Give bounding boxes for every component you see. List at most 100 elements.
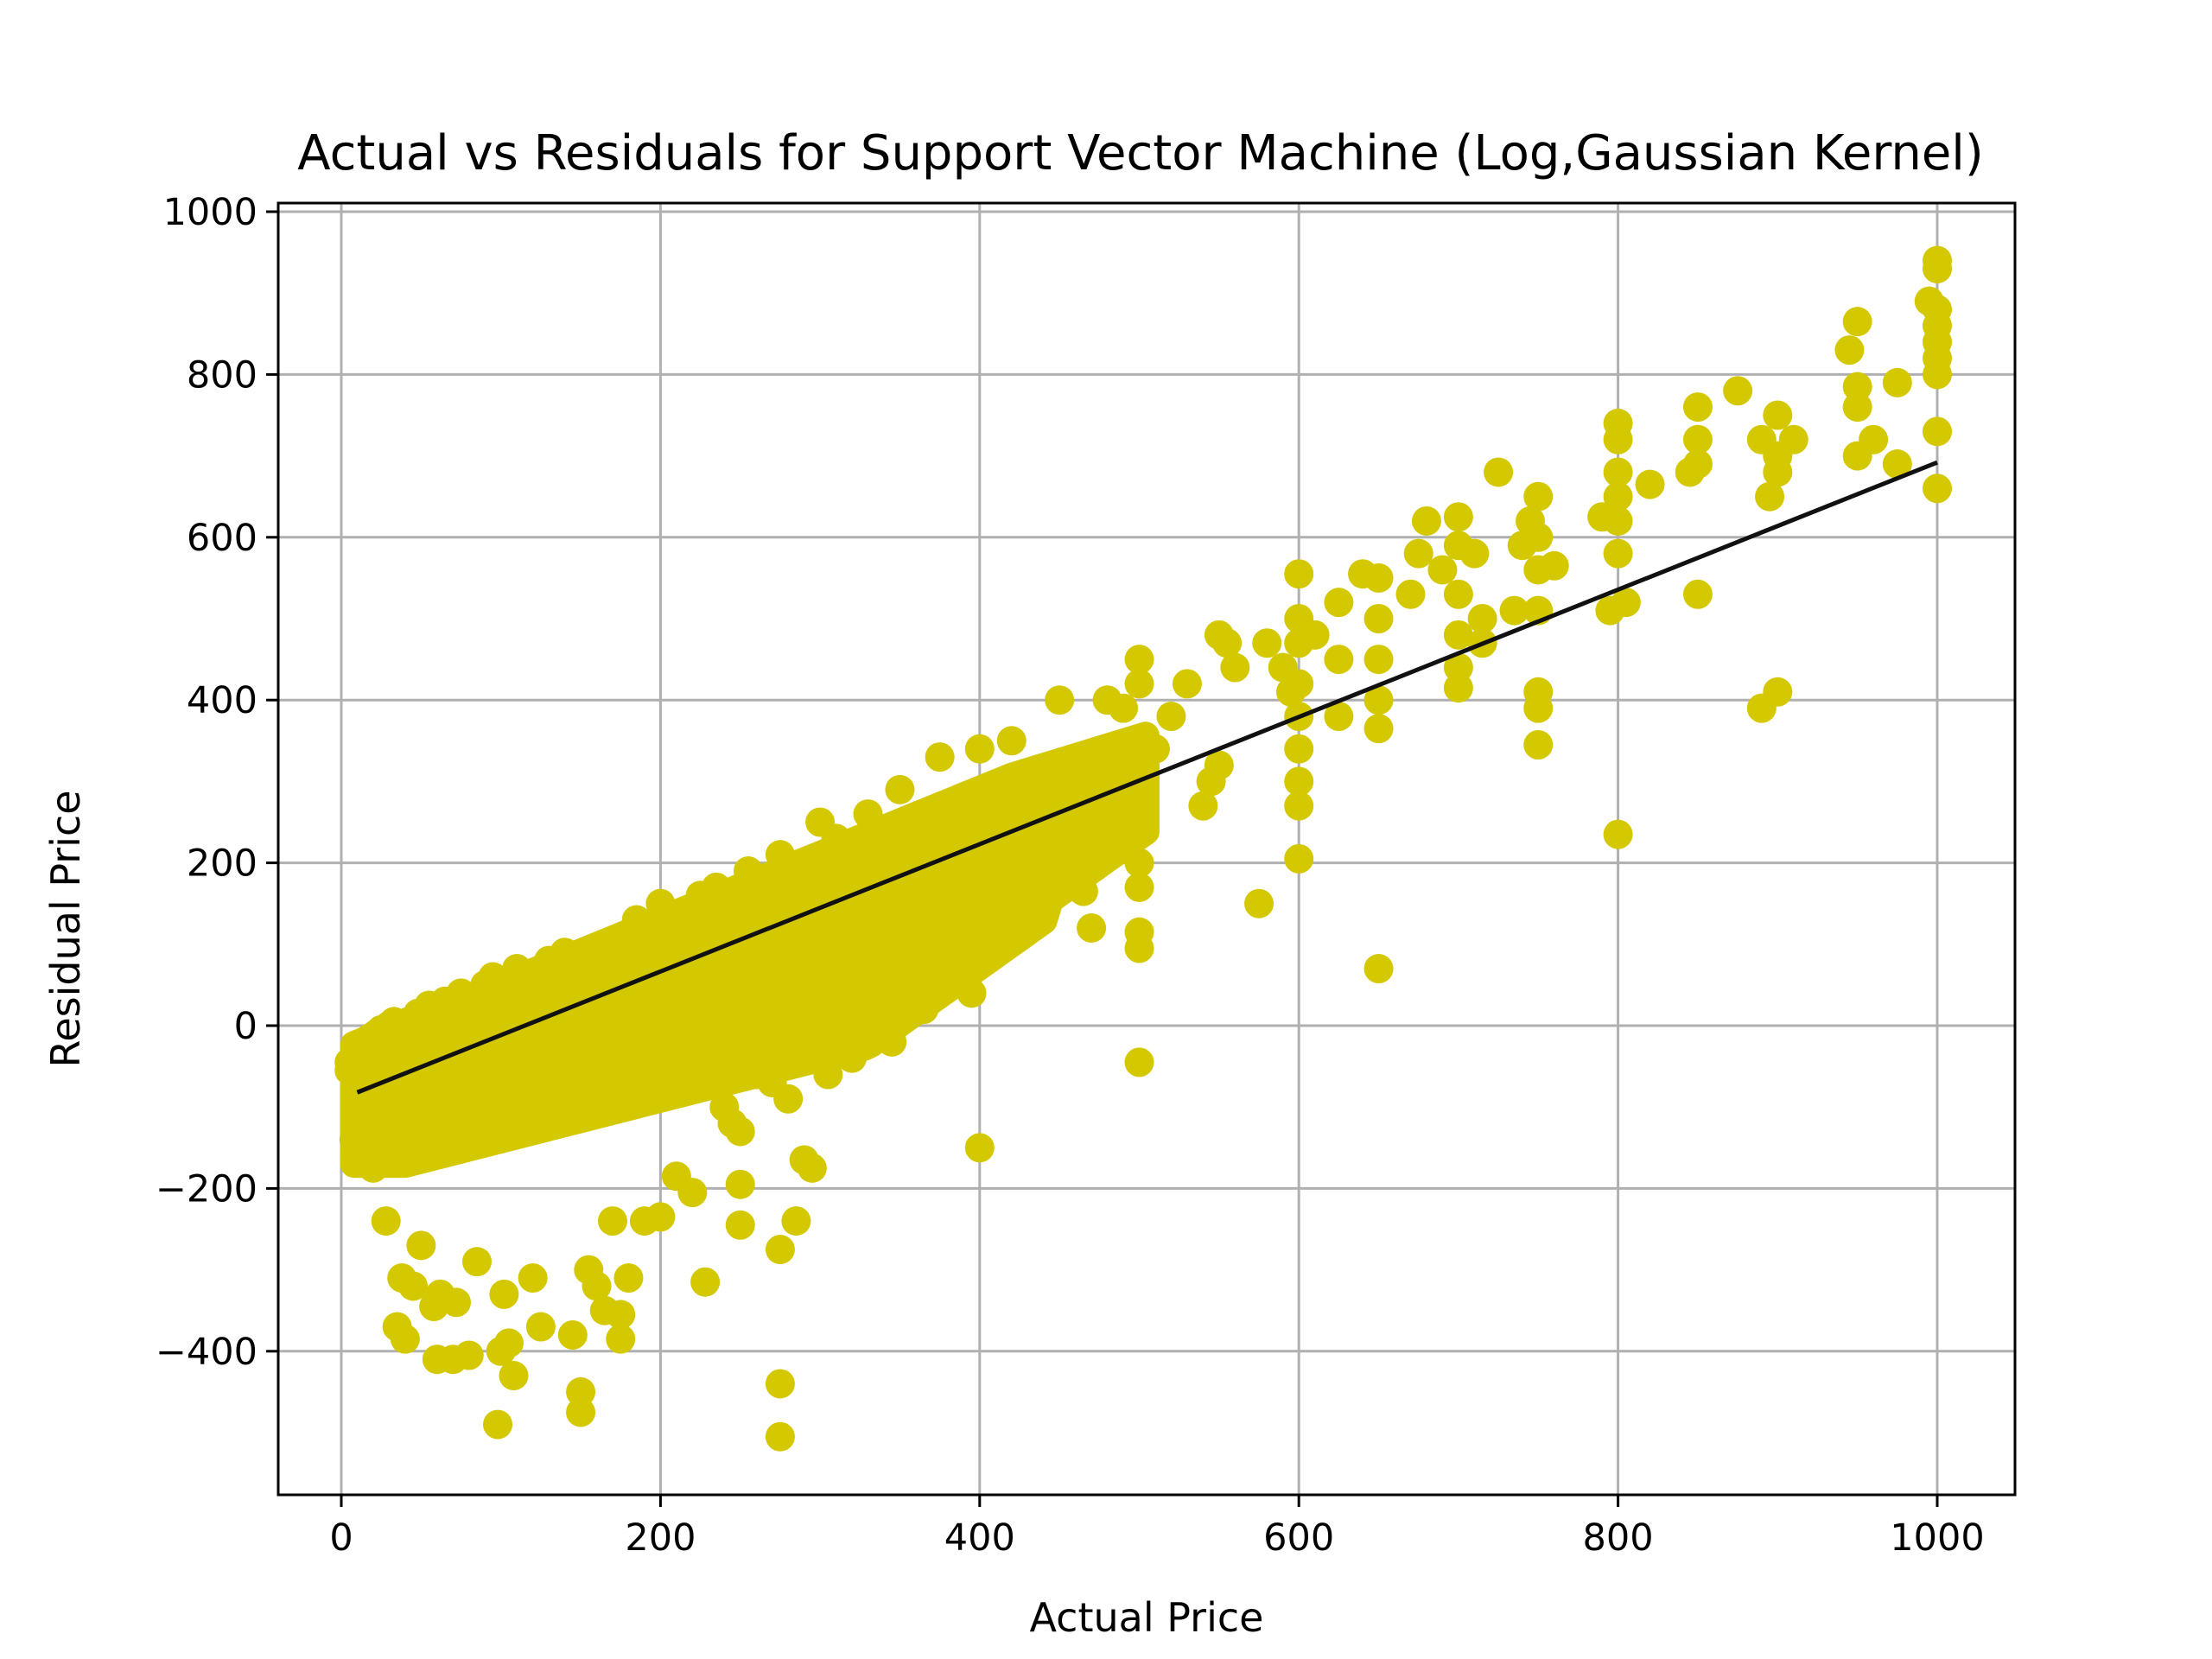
data-point [1859, 424, 1889, 454]
data-point [1124, 1047, 1154, 1077]
data-point [1212, 628, 1243, 658]
data-point [371, 1206, 401, 1236]
data-point [797, 1153, 827, 1183]
data-point [1923, 359, 1952, 390]
data-point [390, 1324, 420, 1354]
data-point [550, 938, 580, 968]
data-point [1882, 367, 1912, 397]
data-point [1523, 481, 1554, 512]
data-point [1124, 872, 1154, 902]
data-point [1284, 669, 1314, 699]
data-point [837, 1043, 868, 1073]
data-point [733, 856, 763, 887]
data-point [1045, 685, 1075, 715]
data-point [909, 995, 939, 1025]
data-point [964, 1133, 995, 1163]
data-point [1124, 669, 1154, 699]
data-point [1467, 604, 1497, 633]
data-point [949, 783, 979, 813]
data-point [1109, 693, 1139, 723]
data-point [1427, 555, 1458, 585]
data-point [621, 905, 652, 935]
data-point [398, 1271, 429, 1301]
data-point [518, 1263, 548, 1294]
data-point [1284, 559, 1314, 589]
scatter-points [334, 245, 1952, 1452]
x-axis-ticks: 0 200 400 600 800 1000 [329, 1495, 1985, 1560]
data-point [1395, 579, 1426, 609]
data-point [702, 872, 732, 902]
data-point [358, 1153, 388, 1183]
data-point [877, 1027, 907, 1057]
fit-line [356, 460, 1938, 1095]
y-tick-label: 200 [187, 842, 257, 886]
data-point [1443, 579, 1473, 609]
data-point [1499, 595, 1529, 626]
data-point [1763, 400, 1793, 430]
y-axis-label: Residual Price [42, 790, 89, 1067]
data-point [1284, 843, 1314, 874]
data-point [765, 840, 795, 870]
x-tick-label: 400 [944, 1516, 1015, 1560]
data-point [957, 978, 987, 1008]
data-point [1077, 912, 1107, 943]
data-point [781, 1206, 811, 1236]
data-point [493, 1328, 524, 1358]
plot-frame [276, 201, 2017, 1497]
data-point [725, 1169, 755, 1199]
data-point [853, 799, 883, 830]
data-point [1124, 645, 1154, 675]
data-point [813, 1059, 843, 1090]
data-point [1834, 335, 1865, 365]
data-point [1284, 766, 1314, 797]
data-point [653, 912, 683, 943]
data-point [725, 1116, 755, 1147]
data-point [1363, 685, 1394, 715]
data-point [1324, 588, 1354, 618]
data-point [1443, 652, 1473, 683]
data-point [502, 954, 532, 984]
data-point [1324, 645, 1354, 675]
data-point [1124, 848, 1154, 878]
data-point [1923, 253, 1952, 283]
data-point [821, 823, 851, 854]
data-point [988, 880, 1019, 911]
data-point [597, 1206, 627, 1236]
data-point [1363, 645, 1394, 675]
data-point [1363, 563, 1394, 593]
x-axis-label: Actual Price [1030, 1594, 1264, 1641]
data-point [1842, 307, 1872, 337]
data-point [1284, 791, 1314, 821]
data-point [1842, 392, 1872, 423]
data-point [1124, 933, 1154, 963]
data-point [1603, 538, 1633, 569]
data-point [1603, 457, 1633, 487]
x-tick-label: 200 [625, 1516, 696, 1560]
data-point [645, 1202, 676, 1232]
y-tick-label: 400 [187, 679, 257, 722]
data-point [1411, 505, 1441, 536]
data-point [1842, 372, 1872, 402]
data-point [1682, 424, 1713, 454]
data-point [885, 774, 915, 804]
y-axis-ticks: −400 −200 0 200 400 600 800 1000 [156, 191, 278, 1374]
data-point [1156, 702, 1186, 732]
data-point [1443, 620, 1473, 650]
data-point [1603, 481, 1633, 512]
data-point [478, 962, 508, 992]
data-point [606, 1300, 636, 1330]
data-point [1755, 481, 1785, 512]
data-point [749, 1035, 779, 1065]
data-point [1539, 550, 1569, 581]
data-point [1523, 730, 1554, 760]
data-point [1603, 819, 1633, 849]
y-tick-label: −400 [156, 1331, 257, 1374]
x-tick-label: 800 [1583, 1516, 1654, 1560]
data-point [765, 1369, 795, 1399]
data-point [1882, 449, 1912, 480]
chart-title: Actual vs Residuals for Support Vector M… [297, 125, 1983, 181]
data-point [1140, 734, 1170, 764]
x-tick-label: 600 [1263, 1516, 1334, 1560]
data-point [1723, 376, 1753, 406]
